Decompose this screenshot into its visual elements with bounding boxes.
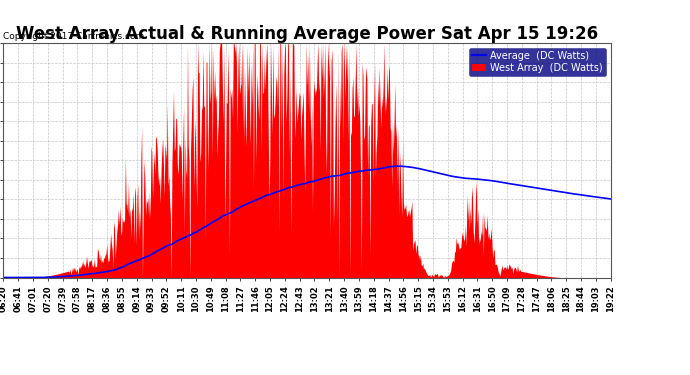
Title: West Array Actual & Running Average Power Sat Apr 15 19:26: West Array Actual & Running Average Powe… [16, 25, 598, 43]
Legend: Average  (DC Watts), West Array  (DC Watts): Average (DC Watts), West Array (DC Watts… [469, 48, 606, 76]
Text: Copyright 2017 Cartronics.com: Copyright 2017 Cartronics.com [3, 32, 145, 41]
